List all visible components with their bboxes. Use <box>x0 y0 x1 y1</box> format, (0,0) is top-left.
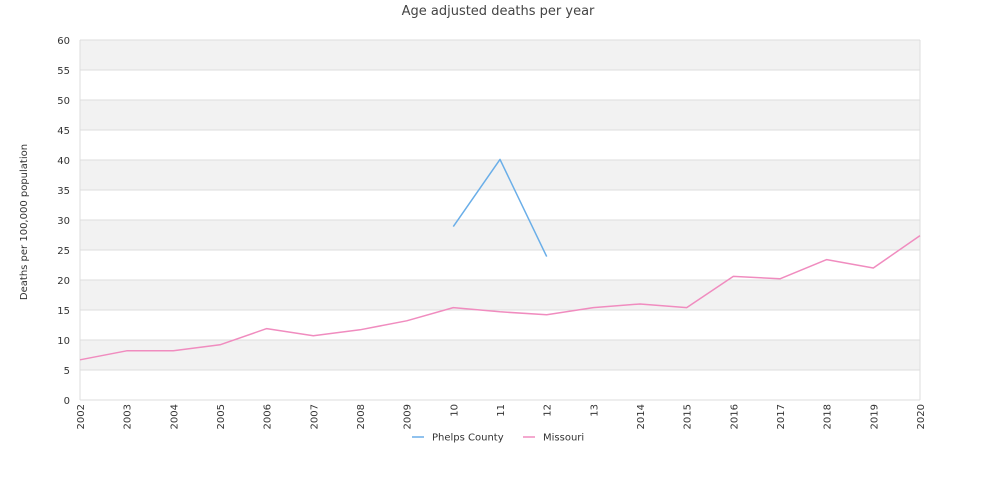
y-tick-label: 20 <box>57 276 70 287</box>
x-tick-label: 12 <box>543 404 554 417</box>
series-line <box>79 234 921 361</box>
grid-band <box>80 70 920 100</box>
y-axis-ticks: 0 5 10 15 20 25 30 35 40 45 50 55 60 <box>57 36 70 407</box>
y-tick-label: 50 <box>57 96 70 107</box>
y-tick-label: 35 <box>57 186 70 197</box>
x-axis-ticks: 2002 2003 2004 2005 2006 2007 2008 2009 10 11 12 13… <box>76 404 927 429</box>
y-tick-label: 55 <box>57 66 70 77</box>
x-tick-label: 2007 <box>309 404 320 429</box>
y-tick-label: 45 <box>57 126 70 137</box>
x-tick-label: 2009 <box>403 404 414 429</box>
legend-item-label: Missouri <box>543 433 584 444</box>
y-tick-label: 15 <box>57 306 70 317</box>
x-tick-label: 2005 <box>216 404 227 429</box>
grid-band <box>80 220 920 250</box>
gridlines <box>79 39 921 401</box>
x-tick-label: 11 <box>496 404 507 417</box>
grid-band <box>80 370 920 400</box>
x-tick-label: 2018 <box>823 404 834 429</box>
x-tick-label: 2017 <box>776 404 787 429</box>
x-tick-label: 2006 <box>263 404 274 429</box>
x-tick-label: 2016 <box>729 404 740 429</box>
x-tick-label: 10 <box>449 404 460 417</box>
x-tick-label: 2019 <box>869 404 880 429</box>
y-tick-label: 60 <box>57 36 70 47</box>
y-tick-label: 30 <box>57 216 70 227</box>
y-tick-label: 25 <box>57 246 70 257</box>
y-tick-label: 40 <box>57 156 70 167</box>
grid-band <box>80 160 920 190</box>
x-tick-label: 2014 <box>636 404 647 429</box>
grid-band <box>80 280 920 310</box>
x-tick-label: 2004 <box>169 404 180 429</box>
legend-item-label: Phelps County <box>432 433 504 444</box>
grid-band <box>80 340 920 370</box>
x-tick-label: 2015 <box>683 404 694 429</box>
grid-band <box>80 310 920 340</box>
chart-title: Age adjusted deaths per year <box>402 4 595 19</box>
series-line <box>452 158 548 257</box>
grid-band <box>80 190 920 220</box>
series-lines <box>79 158 921 361</box>
y-axis-label: Deaths per 100,000 population <box>19 144 30 300</box>
x-tick-label: 13 <box>589 404 600 417</box>
y-tick-label: 0 <box>64 396 70 407</box>
grid-bands <box>80 40 920 400</box>
y-tick-label: 5 <box>64 366 70 377</box>
grid-band <box>80 250 920 280</box>
x-tick-label: 2008 <box>356 404 367 429</box>
y-tick-label: 10 <box>57 336 70 347</box>
x-tick-label: 2003 <box>123 404 134 429</box>
grid-band <box>80 100 920 130</box>
grid-band <box>80 40 920 70</box>
x-tick-label: 2020 <box>916 404 927 429</box>
x-tick-label: 2002 <box>76 404 87 429</box>
legend: Phelps County Missouri <box>412 433 584 444</box>
grid-band <box>80 130 920 160</box>
